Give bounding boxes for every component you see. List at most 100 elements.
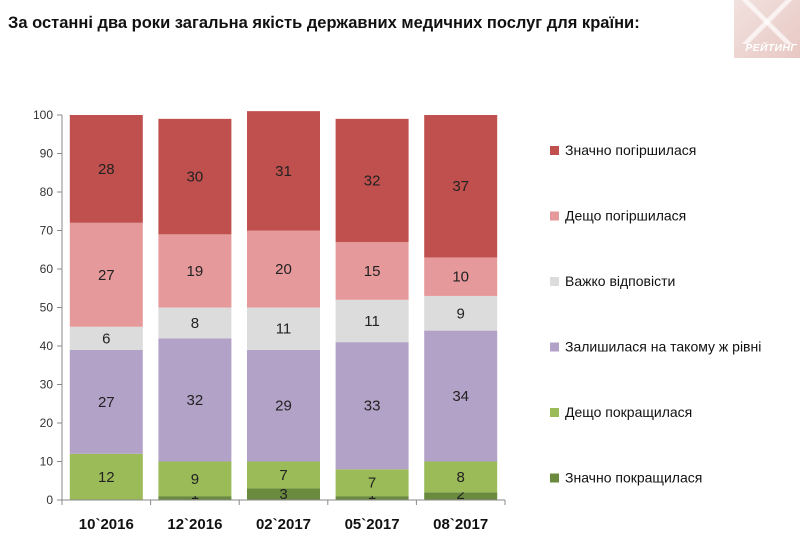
legend-item: Залишилася на такому ж рівні xyxy=(550,339,761,355)
legend-label: Дещо погіршилася xyxy=(565,208,686,224)
bar-group: 12 27 6 27 28 xyxy=(69,115,143,500)
y-tick-label: 30 xyxy=(40,378,54,392)
bar-segment xyxy=(335,118,409,243)
data-label: 37 xyxy=(452,178,469,195)
data-label: 2 xyxy=(457,486,465,503)
data-label: 11 xyxy=(276,321,292,338)
bar-segment xyxy=(158,338,232,462)
data-label: 8 xyxy=(191,315,199,332)
legend-label: Залишилася на такому ж рівні xyxy=(565,339,761,355)
bar-segment xyxy=(69,349,143,454)
bar-segment xyxy=(424,115,498,258)
bar-segment xyxy=(158,496,232,500)
data-label: 11 xyxy=(364,313,380,330)
data-label: 10 xyxy=(452,269,469,286)
bar-segment xyxy=(158,461,232,497)
data-label: 32 xyxy=(364,172,381,189)
bar-segment xyxy=(247,111,320,231)
legend-swatch xyxy=(550,277,559,286)
y-axis: 0 10 20 30 40 50 60 70 80 90 100 xyxy=(33,108,63,507)
bar-group: 3 7 29 11 20 31 xyxy=(247,111,320,503)
legend-item: Важко відповісти xyxy=(550,273,675,289)
legend-swatch xyxy=(550,211,559,221)
bar-group: 193281930 xyxy=(158,118,232,503)
rating-logo: РЕЙТИНГ xyxy=(734,0,800,58)
data-label: 6 xyxy=(102,330,110,347)
data-label: 30 xyxy=(187,169,204,186)
bar-segment xyxy=(247,461,320,489)
legend-item: Дещо погіршилася xyxy=(550,208,686,224)
bar-segment xyxy=(247,488,320,500)
data-label: 12 xyxy=(98,469,115,486)
data-label: 32 xyxy=(187,392,204,409)
bar-segment xyxy=(158,307,232,339)
x-tick-label: 08`2017 xyxy=(433,516,488,533)
y-tick-label: 60 xyxy=(40,262,54,276)
bar-segment xyxy=(69,222,143,327)
y-tick-label: 10 xyxy=(40,455,54,469)
x-tick-label: 10`2016 xyxy=(79,516,134,533)
data-label: 27 xyxy=(98,267,115,284)
bar-segment xyxy=(335,299,409,343)
logo-text: РЕЙТИНГ xyxy=(745,42,797,54)
data-label: 9 xyxy=(191,471,199,488)
data-label: 33 xyxy=(364,398,381,415)
bar-segment xyxy=(158,234,232,308)
y-tick-label: 40 xyxy=(40,339,54,353)
data-label: 7 xyxy=(368,475,376,492)
bar-segment xyxy=(424,295,498,331)
y-tick-label: 70 xyxy=(40,224,54,238)
data-label: 3 xyxy=(279,486,287,503)
legend: Значно погіршилася Дещо погіршилася Важко … xyxy=(550,142,761,486)
x-axis: 10`2016 12`2016 02`2017 05`2017 08`2017 xyxy=(61,499,506,533)
chart-title: За останні два роки загальна якість держ… xyxy=(8,14,640,32)
legend-label: Значно покращилася xyxy=(565,470,702,486)
legend-item: Значно погіршилася xyxy=(550,142,696,158)
y-tick-label: 100 xyxy=(33,108,53,122)
bar-segment xyxy=(158,118,232,235)
legend-label: Значно погіршилася xyxy=(565,142,696,158)
legend-swatch xyxy=(550,146,559,155)
legend-swatch xyxy=(550,408,559,417)
legend-swatch xyxy=(550,473,559,483)
x-tick-label: 12`2016 xyxy=(167,516,222,533)
bar-segment xyxy=(424,330,498,462)
bar-segment xyxy=(424,492,498,500)
y-tick-label: 50 xyxy=(40,301,54,315)
data-label: 29 xyxy=(275,398,292,415)
bar-segment xyxy=(335,496,409,500)
y-tick-label: 80 xyxy=(40,185,54,199)
data-label: 9 xyxy=(457,305,465,322)
x-tick-label: 02`2017 xyxy=(256,516,311,533)
bar-segment xyxy=(424,257,498,296)
data-label: 19 xyxy=(187,263,204,280)
data-label: 7 xyxy=(279,467,287,484)
bar-segment xyxy=(247,230,320,308)
y-tick-label: 0 xyxy=(46,493,53,507)
bar-segment xyxy=(69,453,143,500)
bar-segment xyxy=(335,342,409,470)
y-tick-label: 20 xyxy=(40,416,54,430)
bar-segment xyxy=(69,326,143,350)
bar-segment xyxy=(247,349,320,462)
bar-segment xyxy=(247,307,320,350)
legend-item: Значно покращилася xyxy=(550,470,702,486)
legend-swatch xyxy=(550,342,559,352)
data-label: 27 xyxy=(98,394,115,411)
data-label: 20 xyxy=(275,261,292,278)
y-tick-label: 90 xyxy=(40,147,54,161)
bar-segment xyxy=(335,469,409,497)
data-label: 34 xyxy=(452,388,469,405)
bar-segment xyxy=(424,461,498,493)
bar-segment xyxy=(335,242,409,300)
legend-label: Дещо покращилася xyxy=(565,404,692,420)
bars: 1227627281932819303729112031173311153228… xyxy=(69,111,498,503)
data-label: 15 xyxy=(364,263,381,280)
data-label: 31 xyxy=(275,163,292,180)
bar-group: 28 34 9 10 37 xyxy=(424,115,498,503)
bar-segment xyxy=(69,115,143,223)
legend-item: Дещо покращилася xyxy=(550,404,692,420)
data-label: 28 xyxy=(98,161,115,178)
